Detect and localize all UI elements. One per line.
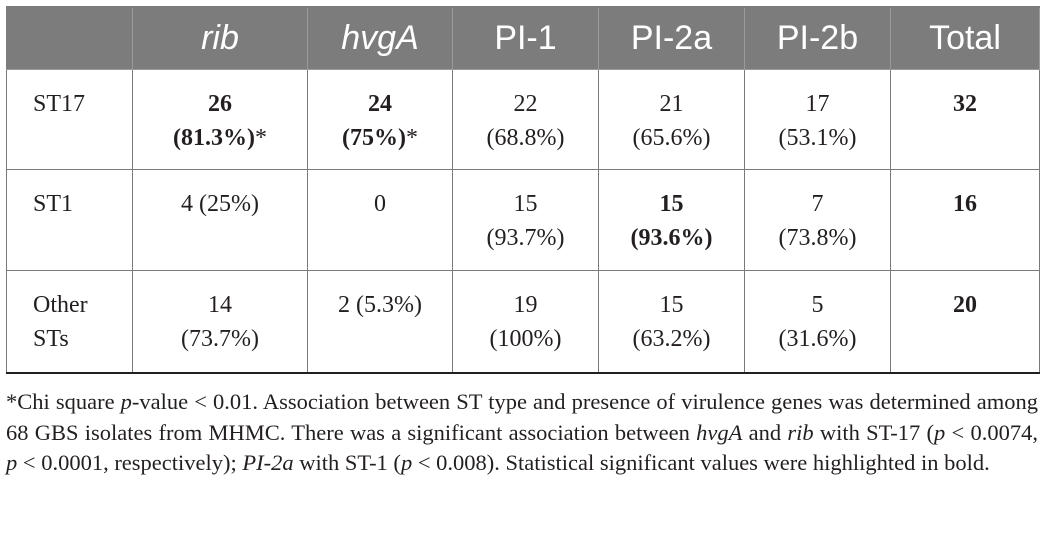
footnote-italic-text: PI-2a: [242, 450, 294, 475]
cell-value: 22: [513, 91, 538, 117]
cell-value: 19: [513, 292, 538, 318]
cell-value: 0: [374, 191, 386, 217]
table-cell: 15 (93.7%): [452, 169, 599, 271]
virulence-table-container: rib hvgA PI-1 PI-2a PI-2b Total ST17 26 (8…: [6, 6, 1040, 374]
header-cell-blank: [6, 6, 133, 70]
header-cell-rib: rib: [132, 6, 308, 70]
table-cell: 5 (31.6%): [744, 270, 891, 374]
table-cell: 32: [890, 69, 1040, 170]
footnote-text: with ST-17 (: [813, 419, 935, 445]
table-cell: 21 (65.6%): [598, 69, 745, 170]
cell-value: 21: [659, 91, 684, 117]
footnote-italic-text: p: [934, 419, 946, 445]
significance-marker: *: [254, 125, 267, 151]
table-body: ST17 26 (81.3%)* 24 (75%)* 22 (68.8%) 21 (65.6%)…: [6, 69, 1040, 374]
cell-percent: (53.1%): [778, 125, 857, 151]
significance-marker: *: [405, 125, 418, 151]
table-row: ST1 4 (25%) 0 15 (93.7%) 15 (93.6%) 7 (73.8%) 16: [6, 169, 1040, 271]
cell-value: 2 (5.3%): [338, 292, 422, 318]
cell-percent: (73.7%): [181, 326, 259, 352]
cell-value: 15: [659, 191, 684, 217]
cell-value: 20: [953, 292, 977, 318]
table-header-row: rib hvgA PI-1 PI-2a PI-2b Total: [6, 6, 1040, 70]
table-cell: 2 (5.3%): [307, 270, 453, 374]
footnote-text: < 0.0074,: [945, 419, 1038, 445]
cell-percent: (93.7%): [486, 225, 565, 251]
cell-percent: (63.2%): [632, 326, 711, 352]
table-cell: 16: [890, 169, 1040, 271]
cell-value: 24: [368, 91, 392, 117]
footnote-text: and: [742, 419, 788, 445]
header-cell-total: Total: [890, 6, 1040, 70]
header-cell-hvga: hvgA: [307, 6, 453, 70]
header-cell-pi-1: PI-1: [452, 6, 599, 70]
table-cell: 20: [890, 270, 1040, 374]
table-row: Other STs 14 (73.7%) 2 (5.3%) 19 (100%) 15 (63.…: [6, 270, 1040, 374]
table-cell: 0: [307, 169, 453, 271]
row-label: ST17: [6, 69, 133, 170]
table-cell: 7 (73.8%): [744, 169, 891, 271]
row-label: Other STs: [6, 270, 133, 374]
table-cell: 15 (63.2%): [598, 270, 745, 374]
footnote-italic-text: rib: [787, 419, 814, 445]
table-cell: 19 (100%): [452, 270, 599, 374]
footnote-text: *Chi square: [6, 389, 121, 414]
cell-value: 17: [805, 91, 830, 117]
footnote-italic-text: p: [120, 389, 132, 414]
cell-percent: (93.6%): [630, 225, 713, 251]
row-label: ST1: [6, 169, 133, 271]
header-cell-pi-2b: PI-2b: [744, 6, 891, 70]
cell-percent: (68.8%): [486, 125, 565, 151]
cell-value: 14: [208, 292, 232, 318]
table-cell: 24 (75%)*: [307, 69, 453, 170]
cell-percent: (31.6%): [778, 326, 857, 352]
header-cell-pi-2a: PI-2a: [598, 6, 745, 70]
table-cell: 14 (73.7%): [132, 270, 308, 374]
cell-value: 5: [811, 292, 824, 318]
cell-percent: (65.6%): [632, 125, 711, 151]
cell-percent: (73.8%): [778, 225, 857, 251]
cell-percent: (100%): [489, 326, 562, 352]
cell-percent: (81.3%): [173, 125, 255, 151]
table-cell: 4 (25%): [132, 169, 308, 271]
footnote-italic-text: hvgA: [696, 419, 743, 445]
table-cell: 15 (93.6%): [598, 169, 745, 271]
table-cell: 17 (53.1%): [744, 69, 891, 170]
table-cell: 26 (81.3%)*: [132, 69, 308, 170]
cell-percent: (75%): [342, 125, 406, 151]
cell-value: 16: [953, 191, 977, 217]
cell-value: 4 (25%): [181, 191, 259, 217]
cell-value: 15: [513, 191, 538, 217]
virulence-gene-table: rib hvgA PI-1 PI-2a PI-2b Total ST17 26 (8…: [6, 6, 1040, 374]
table-footnote: *Chi square p-value < 0.01. Association …: [6, 387, 1038, 479]
table-row: ST17 26 (81.3%)* 24 (75%)* 22 (68.8%) 21 (65.6%)…: [6, 69, 1040, 170]
footnote-text: < 0.0001, respectively);: [17, 450, 243, 475]
table-cell: 22 (68.8%): [452, 69, 599, 170]
footnote-italic-text: p: [400, 450, 413, 475]
cell-value: 7: [811, 191, 824, 217]
footnote-text: < 0.008). Statistical significant values…: [412, 450, 990, 475]
footnote-italic-text: p: [6, 450, 18, 475]
cell-value: 15: [659, 292, 684, 318]
cell-value: 32: [953, 91, 977, 117]
footnote-text: -value < 0.01. Association between ST ty…: [6, 389, 1038, 445]
footnote-text: with ST-1 (: [293, 450, 401, 475]
cell-value: 26: [208, 91, 232, 117]
